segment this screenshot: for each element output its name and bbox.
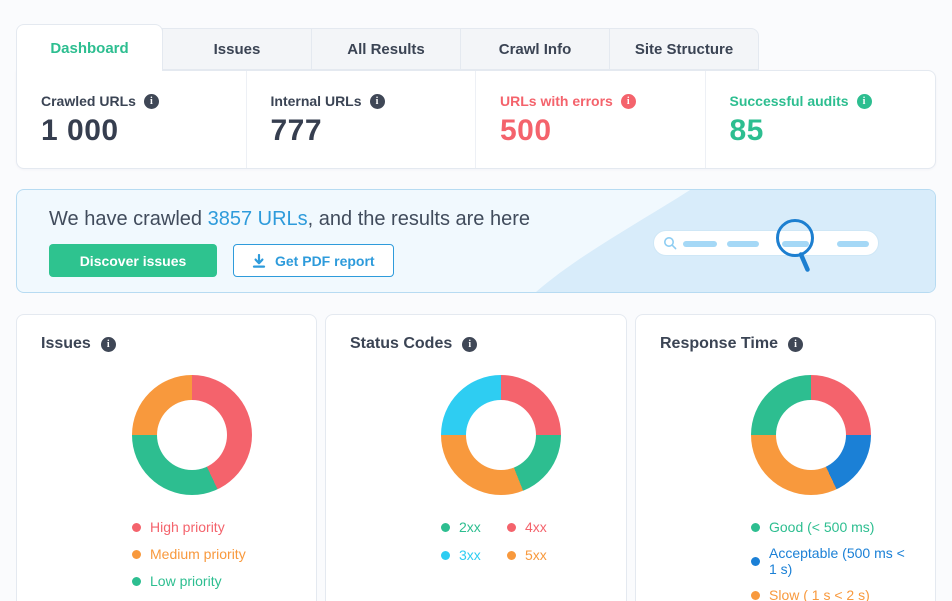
- info-icon[interactable]: i: [143, 93, 159, 109]
- response-time-card-title: Response Time: [660, 335, 778, 352]
- chart-cards-row: Issues i High priority Medium priority: [16, 314, 936, 601]
- stat-internal-urls: Internal URLs i 777: [247, 71, 476, 168]
- stat-internal-urls-label: Internal URLs: [270, 93, 362, 109]
- status-codes-card: Status Codes i 2xx 4xx 3xx: [325, 314, 627, 601]
- legend-item-3xx[interactable]: 3xx: [441, 547, 507, 563]
- legend-dot: [441, 522, 450, 532]
- legend-item-2xx[interactable]: 2xx: [441, 519, 507, 535]
- legend-dot: [132, 522, 141, 532]
- legend-dot: [132, 549, 141, 559]
- crawled-urls-link[interactable]: 3857 URLs: [207, 208, 308, 230]
- search-bar-illustration: [653, 230, 879, 256]
- info-icon[interactable]: i: [787, 336, 803, 352]
- legend-item-low-priority[interactable]: Low priority: [132, 573, 292, 589]
- legend-item-acceptable[interactable]: Acceptable (500 ms < 1 s): [751, 545, 911, 577]
- legend-item-good[interactable]: Good (< 500 ms): [751, 519, 911, 535]
- search-icon: [664, 237, 677, 250]
- response-time-donut-chart[interactable]: [751, 375, 871, 495]
- legend-dot: [507, 550, 516, 560]
- legend-dot: [441, 550, 450, 560]
- tab-bar: Dashboard Issues All Results Crawl Info …: [16, 24, 936, 71]
- stat-crawled-urls-value: 1 000: [41, 114, 119, 147]
- info-icon[interactable]: i: [856, 93, 872, 109]
- magnifier-icon: [776, 219, 814, 272]
- pill-dash: [727, 241, 759, 247]
- stat-crawled-urls-label: Crawled URLs: [41, 93, 136, 109]
- stat-successful-audits-label: Successful audits: [729, 93, 849, 109]
- issues-donut-chart[interactable]: [132, 375, 252, 495]
- legend-label: Low priority: [150, 573, 222, 589]
- stat-urls-with-errors-value: 500: [500, 114, 552, 147]
- legend-label: 2xx: [459, 519, 481, 535]
- legend-item-slow[interactable]: Slow ( 1 s < 2 s): [751, 587, 911, 601]
- stat-successful-audits: Successful audits i 85: [706, 71, 936, 168]
- stat-successful-audits-value: 85: [729, 114, 764, 147]
- legend-label: Slow ( 1 s < 2 s): [769, 587, 870, 601]
- info-icon[interactable]: i: [369, 93, 385, 109]
- tab-crawl-info[interactable]: Crawl Info: [460, 28, 610, 70]
- tab-dashboard-label: Dashboard: [50, 39, 129, 57]
- legend-item-medium-priority[interactable]: Medium priority: [132, 546, 292, 562]
- tab-issues[interactable]: Issues: [162, 28, 312, 70]
- legend-label: 3xx: [459, 547, 481, 563]
- tab-all-results[interactable]: All Results: [311, 28, 461, 70]
- legend-item-4xx[interactable]: 4xx: [507, 519, 602, 535]
- legend-label: 5xx: [525, 547, 547, 563]
- discover-issues-button[interactable]: Discover issues: [49, 244, 217, 277]
- status-codes-card-title: Status Codes: [350, 335, 453, 352]
- info-icon[interactable]: i: [100, 336, 116, 352]
- stat-crawled-urls: Crawled URLs i 1 000: [17, 71, 247, 168]
- stat-internal-urls-value: 777: [270, 114, 323, 147]
- legend-dot: [751, 522, 760, 532]
- stat-urls-with-errors-label: URLs with errors: [500, 93, 613, 109]
- legend-label: Good (< 500 ms): [769, 519, 875, 535]
- legend-label: Acceptable (500 ms < 1 s): [769, 545, 905, 577]
- tab-site-structure-label: Site Structure: [634, 40, 734, 58]
- info-icon[interactable]: i: [462, 336, 478, 352]
- legend-item-high-priority[interactable]: High priority: [132, 519, 292, 535]
- banner-headline-suffix: , and the results are here: [307, 208, 531, 230]
- banner-headline-prefix: We have crawled: [49, 208, 208, 230]
- banner-buttons: Discover issues Get PDF report: [49, 244, 394, 277]
- response-time-card: Response Time i Good (< 500 ms) Acceptab…: [635, 314, 936, 601]
- legend-dot: [507, 522, 516, 532]
- info-icon[interactable]: i: [620, 93, 636, 109]
- tab-crawl-info-label: Crawl Info: [498, 40, 572, 58]
- tab-issues-label: Issues: [213, 40, 261, 58]
- get-pdf-report-label: Get PDF report: [275, 252, 375, 269]
- crawl-summary-banner: We have crawled 3857 URLs, and the resul…: [16, 189, 936, 293]
- issues-card-title: Issues: [41, 335, 91, 352]
- tab-site-structure[interactable]: Site Structure: [609, 28, 759, 70]
- legend-dot: [751, 556, 760, 566]
- stat-urls-with-errors: URLs with errors i 500: [476, 71, 706, 168]
- legend-label: High priority: [150, 519, 225, 535]
- status-codes-donut-chart[interactable]: [441, 375, 561, 495]
- pill-dash: [782, 241, 809, 247]
- get-pdf-report-button[interactable]: Get PDF report: [233, 244, 394, 277]
- issues-card: Issues i High priority Medium priority: [16, 314, 317, 601]
- legend-dot: [132, 576, 141, 586]
- legend-label: Medium priority: [150, 546, 246, 562]
- pill-dash: [683, 241, 717, 247]
- download-icon: [252, 253, 266, 268]
- banner-headline: We have crawled 3857 URLs, and the resul…: [49, 208, 530, 231]
- response-time-legend: Good (< 500 ms) Acceptable (500 ms < 1 s…: [751, 519, 911, 601]
- pill-dash: [837, 241, 869, 247]
- legend-item-5xx[interactable]: 5xx: [507, 547, 602, 563]
- legend-label: 4xx: [525, 519, 547, 535]
- legend-dot: [751, 590, 760, 600]
- stats-panel: Crawled URLs i 1 000 Internal URLs i 777…: [16, 70, 936, 169]
- status-codes-legend: 2xx 4xx 3xx 5xx: [441, 519, 602, 563]
- tab-dashboard[interactable]: Dashboard: [16, 24, 163, 71]
- issues-legend: High priority Medium priority Low priori…: [132, 519, 292, 589]
- tab-all-results-label: All Results: [347, 40, 425, 58]
